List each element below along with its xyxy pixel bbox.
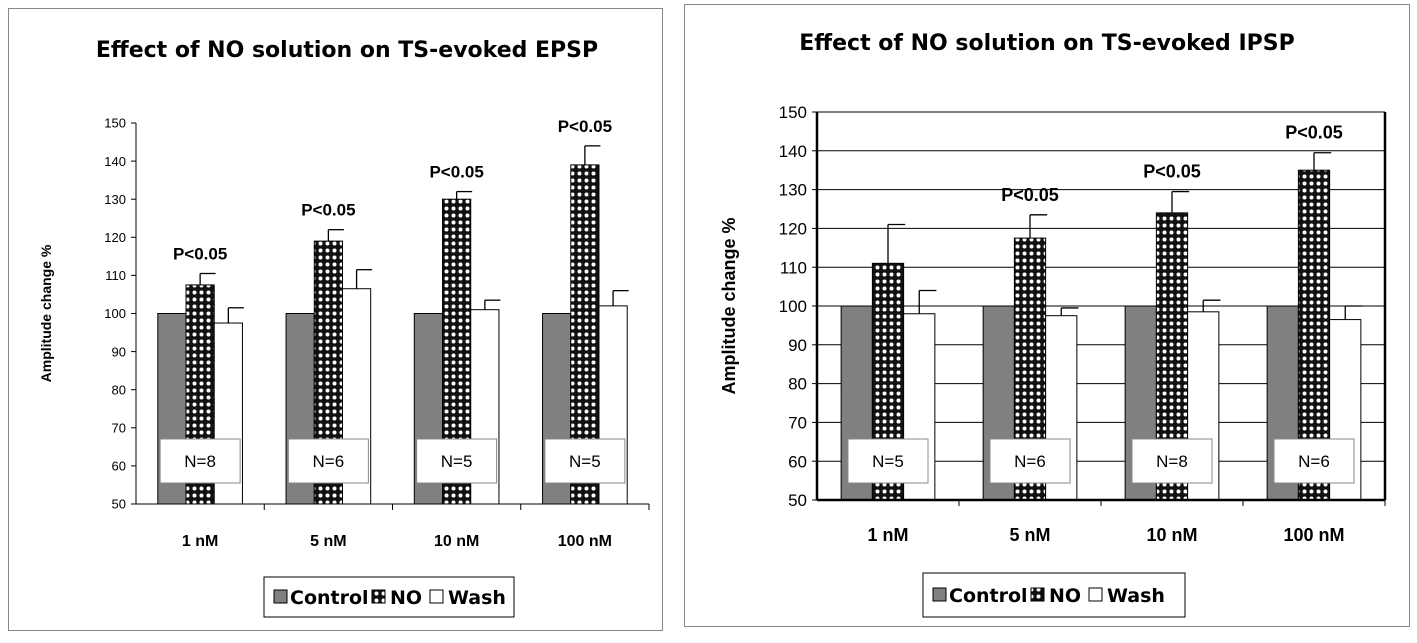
epsp-chart: Effect of NO solution on TS-evoked EPSP 5… xyxy=(38,38,650,618)
chart-title: Effect of NO solution on TS-evoked IPSP xyxy=(799,31,1294,56)
x-tick-label: 10 nM xyxy=(1146,525,1197,545)
n-label: N=5 xyxy=(441,452,473,471)
significance-label: P<0.05 xyxy=(1285,123,1343,143)
n-label: N=5 xyxy=(569,452,601,471)
n-box xyxy=(416,438,498,484)
significance-label: P<0.05 xyxy=(558,117,612,136)
y-tick-label: 60 xyxy=(788,452,807,471)
y-tick-label: 50 xyxy=(788,491,807,510)
y-tick-label: 130 xyxy=(104,192,126,207)
n-label: N=8 xyxy=(184,452,216,471)
legend-swatch-2 xyxy=(1088,587,1103,602)
legend-swatch-0 xyxy=(273,589,288,604)
n-label: N=6 xyxy=(1014,452,1046,471)
significance-label: P<0.05 xyxy=(1001,185,1059,205)
x-tick-label: 1 nM xyxy=(182,533,218,550)
y-axis-label: Amplitude change % xyxy=(38,244,54,382)
y-tick-label: 120 xyxy=(779,220,807,239)
significance-label: P<0.05 xyxy=(1143,162,1201,182)
y-tick-label: 80 xyxy=(112,382,126,397)
significance-label: P<0.05 xyxy=(429,163,483,182)
y-tick-label: 100 xyxy=(104,306,126,321)
n-box xyxy=(847,438,929,484)
y-tick-label: 90 xyxy=(112,344,126,359)
ipsp-chart: Effect of NO solution on TS-evoked IPSP 5… xyxy=(719,31,1387,618)
y-tick-label: 70 xyxy=(112,420,126,435)
y-tick-label: 90 xyxy=(788,336,807,355)
legend-label: NO xyxy=(390,587,422,609)
x-tick-label: 5 nM xyxy=(1009,525,1050,545)
y-axis-label: Amplitude change % xyxy=(719,217,739,394)
legend xyxy=(263,576,515,618)
n-label: N=5 xyxy=(872,452,904,471)
legend-label: Control xyxy=(949,585,1028,607)
y-tick-label: 70 xyxy=(788,414,807,433)
n-box xyxy=(287,438,369,484)
y-tick-label: 150 xyxy=(779,103,807,122)
n-box xyxy=(989,438,1071,484)
significance-label: P<0.05 xyxy=(301,201,355,220)
x-tick-label: 10 nM xyxy=(434,533,479,550)
n-label: N=8 xyxy=(1156,452,1188,471)
legend-swatch-1 xyxy=(1030,587,1045,602)
x-tick-label: 100 nM xyxy=(1283,525,1344,545)
legend-label: NO xyxy=(1049,585,1081,607)
ipsp-chart-panel: Effect of NO solution on TS-evoked IPSP 5… xyxy=(684,4,1410,627)
n-label: N=6 xyxy=(1298,452,1330,471)
y-tick-label: 120 xyxy=(104,230,126,245)
n-box xyxy=(1273,438,1355,484)
chart-title: Effect of NO solution on TS-evoked EPSP xyxy=(96,38,598,63)
legend-label: Control xyxy=(290,587,369,609)
y-tick-label: 140 xyxy=(104,154,126,169)
legend xyxy=(922,572,1186,618)
n-box xyxy=(159,438,241,484)
y-tick-label: 130 xyxy=(779,181,807,200)
y-tick-label: 140 xyxy=(779,142,807,161)
x-tick-label: 5 nM xyxy=(310,533,346,550)
x-tick-label: 100 nM xyxy=(558,533,612,550)
y-tick-label: 150 xyxy=(104,116,126,131)
legend-swatch-0 xyxy=(932,587,947,602)
significance-label: P<0.05 xyxy=(173,244,227,263)
y-tick-label: 60 xyxy=(112,459,126,474)
n-box xyxy=(544,438,626,484)
legend-swatch-1 xyxy=(371,589,386,604)
y-tick-label: 110 xyxy=(780,258,807,277)
y-tick-label: 110 xyxy=(105,268,126,283)
legend-label: Wash xyxy=(1107,585,1165,607)
n-label: N=6 xyxy=(313,452,345,471)
y-tick-label: 100 xyxy=(779,297,807,316)
x-tick-label: 1 nM xyxy=(867,525,908,545)
y-tick-label: 50 xyxy=(112,497,126,512)
n-box xyxy=(1131,438,1213,484)
epsp-chart-panel: Effect of NO solution on TS-evoked EPSP 5… xyxy=(8,8,663,631)
legend-swatch-2 xyxy=(429,589,444,604)
legend-label: Wash xyxy=(448,587,506,609)
y-tick-label: 80 xyxy=(788,375,807,394)
